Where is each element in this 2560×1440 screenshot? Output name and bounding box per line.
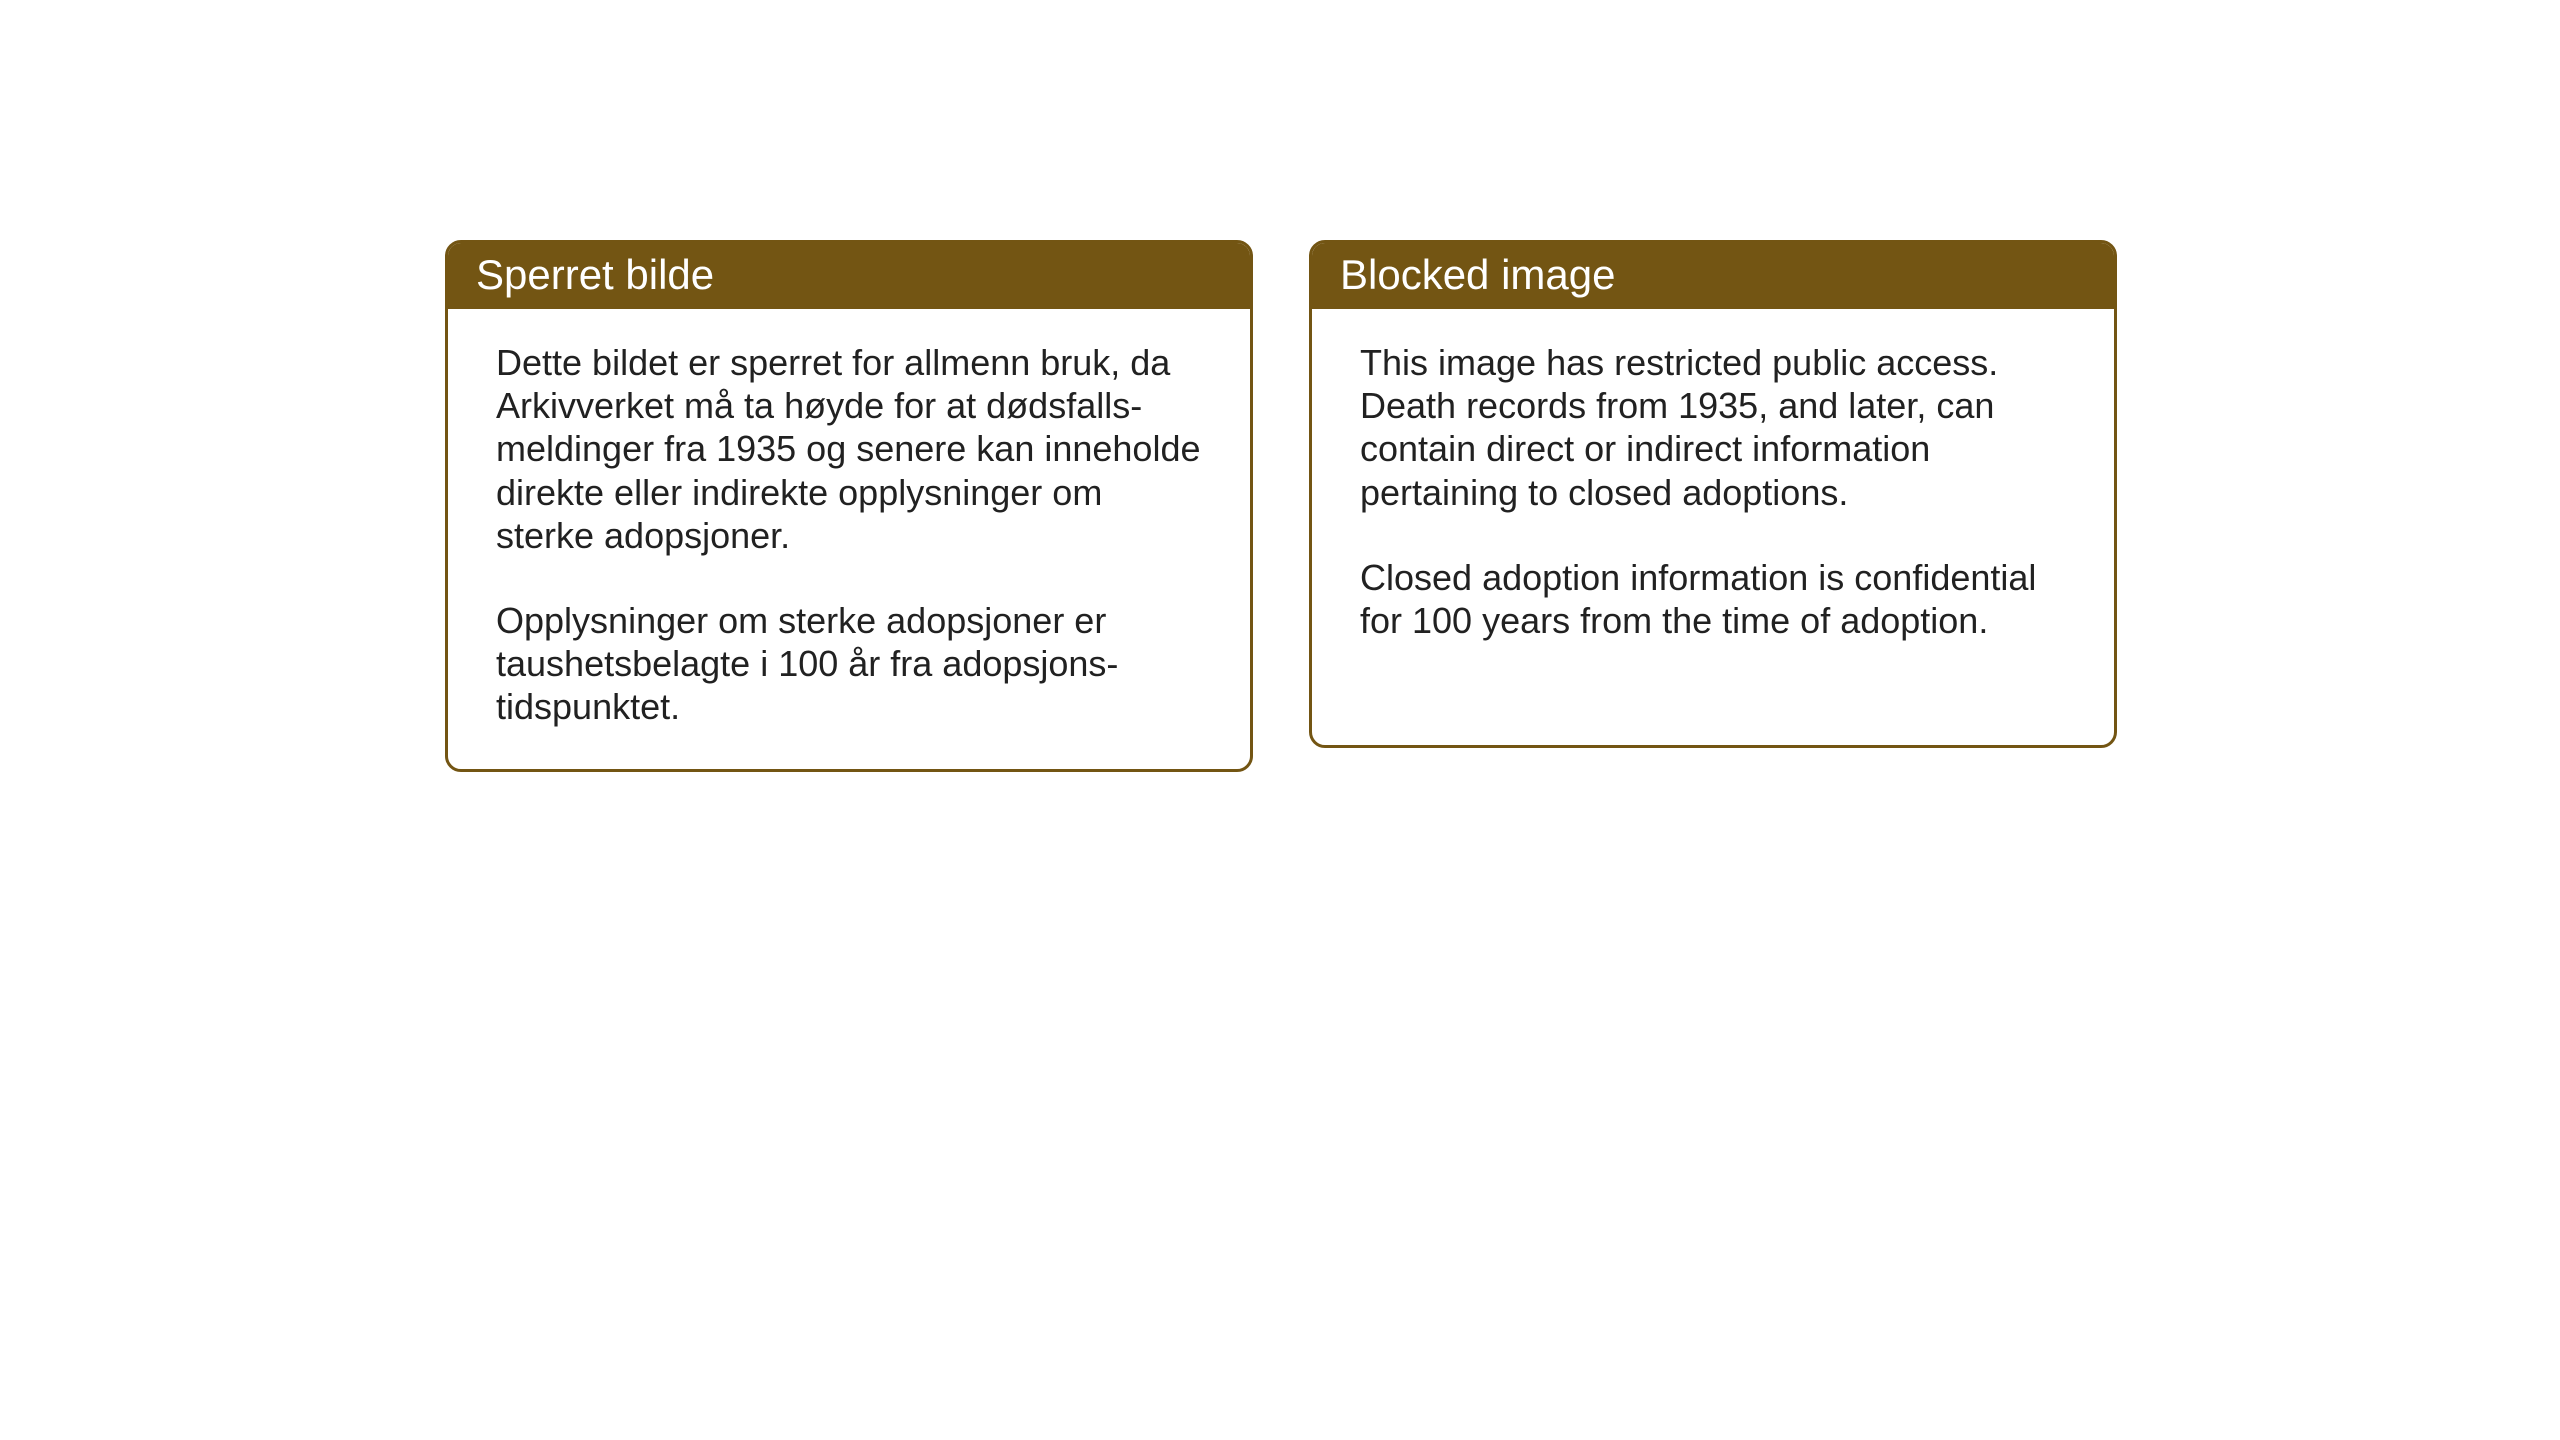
notice-card-norwegian: Sperret bilde Dette bildet er sperret fo… xyxy=(445,240,1253,772)
notice-paragraph-1-english: This image has restricted public access.… xyxy=(1360,341,2066,514)
notice-header-english: Blocked image xyxy=(1312,243,2114,309)
notice-container: Sperret bilde Dette bildet er sperret fo… xyxy=(445,240,2117,772)
notice-header-norwegian: Sperret bilde xyxy=(448,243,1250,309)
notice-body-norwegian: Dette bildet er sperret for allmenn bruk… xyxy=(448,309,1250,769)
notice-card-english: Blocked image This image has restricted … xyxy=(1309,240,2117,748)
notice-paragraph-2-norwegian: Opplysninger om sterke adopsjoner er tau… xyxy=(496,599,1202,729)
notice-paragraph-1-norwegian: Dette bildet er sperret for allmenn bruk… xyxy=(496,341,1202,557)
notice-paragraph-2-english: Closed adoption information is confident… xyxy=(1360,556,2066,642)
notice-body-english: This image has restricted public access.… xyxy=(1312,309,2114,682)
